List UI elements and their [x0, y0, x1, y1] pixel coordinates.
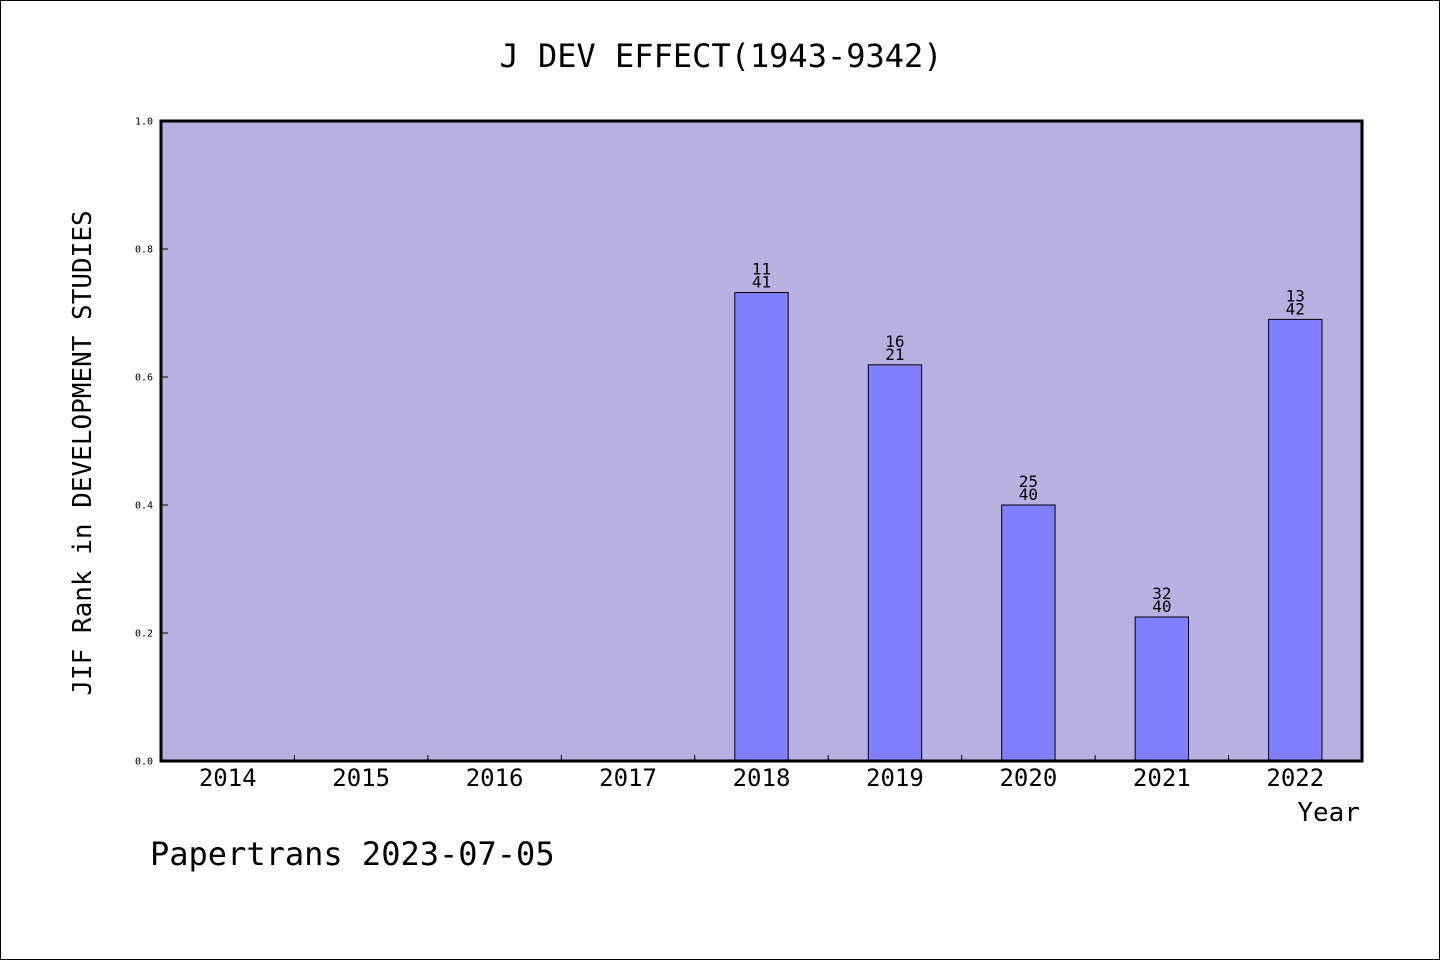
bar-label-rank: 32 [1152, 584, 1171, 603]
x-axis-label: Year [1297, 798, 1360, 828]
x-tick-label: 2018 [733, 764, 791, 792]
bar-label-total: 21 [885, 345, 904, 364]
y-tick-label: 1.0 [135, 117, 153, 128]
y-axis-label: JIF Rank in DEVELOPMENT STUDIES [68, 210, 98, 695]
bar-label-rank: 11 [752, 260, 771, 279]
bar-label-total: 41 [752, 273, 771, 292]
y-tick-label: 0.6 [135, 373, 153, 384]
y-tick-label: 0.8 [135, 245, 153, 256]
x-tick-label: 2021 [1133, 764, 1191, 792]
x-tick-label: 2020 [999, 764, 1057, 792]
bar-label-total: 40 [1152, 597, 1171, 616]
y-tick-label: 0.4 [135, 501, 153, 512]
footer-watermark: Papertrans 2023-07-05 [150, 835, 555, 873]
x-tick-label: 2019 [866, 764, 924, 792]
bar [1001, 504, 1056, 762]
x-tick-label: 2017 [599, 764, 657, 792]
x-tick-label: 2016 [466, 764, 524, 792]
bar-label-rank: 16 [885, 332, 904, 351]
bar-label-total: 42 [1286, 299, 1305, 318]
bar [1134, 616, 1190, 762]
bar [867, 364, 923, 762]
bar-label-total: 40 [1019, 485, 1038, 504]
bar [1268, 318, 1323, 762]
x-tick-label: 2014 [199, 764, 257, 792]
bar-label-rank: 13 [1286, 286, 1305, 305]
x-tick-label: 2022 [1266, 764, 1324, 792]
chart-title: J DEV EFFECT(1943-9342) [499, 37, 942, 75]
bar [734, 292, 789, 762]
plot-frame [159, 119, 1364, 763]
y-tick-label: 0.2 [135, 629, 153, 640]
bar-label-rank: 25 [1019, 472, 1038, 491]
y-tick-label: 0.0 [135, 757, 153, 768]
x-tick-label: 2015 [332, 764, 390, 792]
